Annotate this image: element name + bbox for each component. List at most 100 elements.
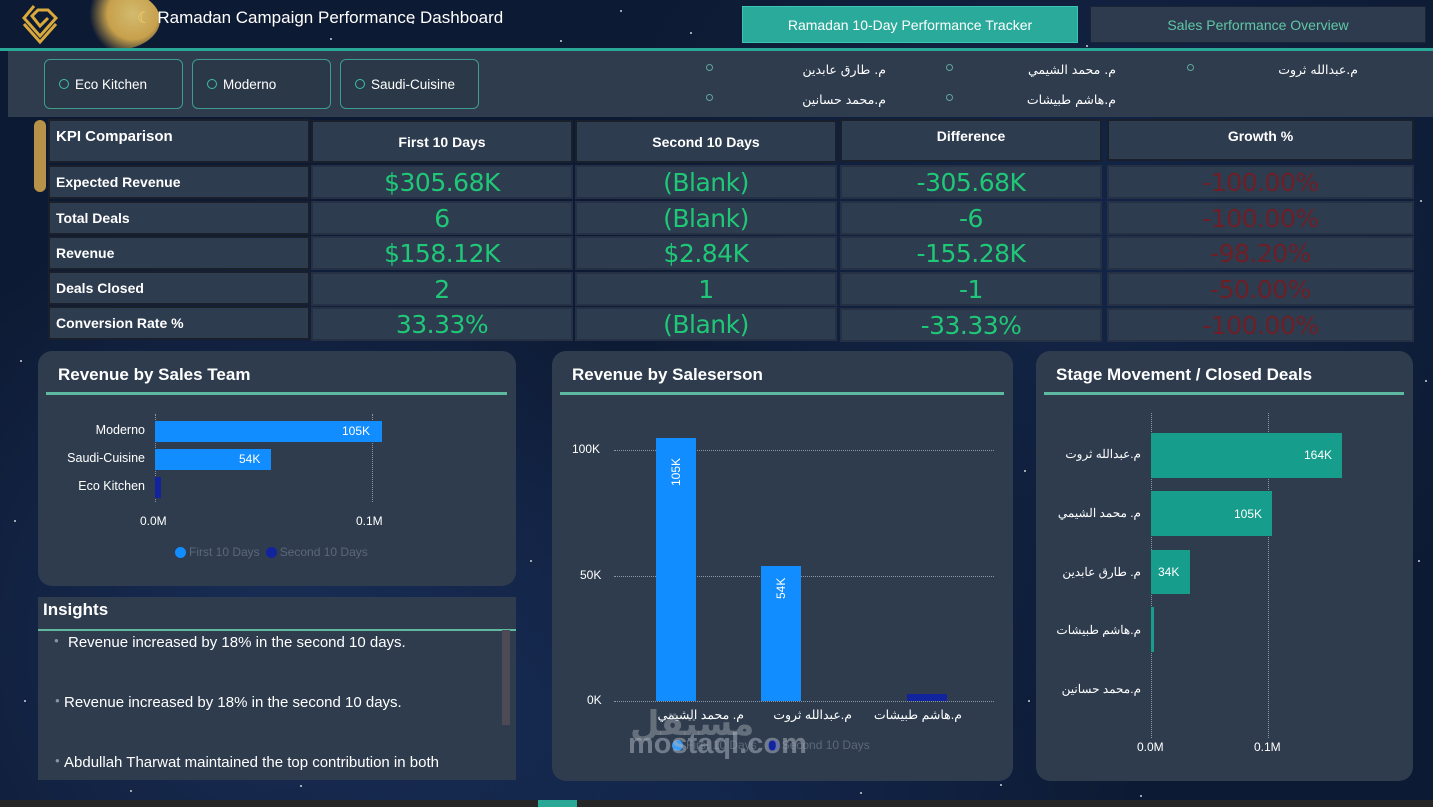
insight-item: ● Revenue increased by 18% in the second … — [54, 634, 406, 651]
active-page-tab[interactable] — [538, 800, 577, 807]
kpi-value-first: $158.12K — [311, 236, 573, 270]
gridline — [614, 701, 994, 702]
category-label: م.عبدالله ثروت — [773, 708, 852, 722]
kpi-header-growth: Growth % — [1107, 119, 1414, 161]
title-underline — [560, 392, 1004, 395]
team-filter-eco-kitchen[interactable]: Eco Kitchen — [44, 59, 183, 109]
page-title-text: Ramadan Campaign Performance Dashboard — [157, 8, 504, 27]
salesperson-radio-icon[interactable] — [946, 94, 953, 101]
bar-abdullah[interactable] — [1151, 433, 1342, 478]
x-tick: 0.0M — [1137, 740, 1164, 754]
insights-scrollbar[interactable] — [502, 630, 510, 725]
crescent-moon-icon: ☾ — [137, 10, 152, 27]
y-tick: 50K — [580, 568, 602, 582]
team-filter-label: Eco Kitchen — [75, 76, 148, 92]
data-label: 105K — [669, 457, 683, 486]
bar-moderno-first[interactable] — [155, 421, 382, 442]
salesperson-filter-mohamed-hassanein[interactable]: م.محمد حسانين — [802, 92, 886, 107]
bar-saudi-cuisine-first[interactable] — [155, 449, 271, 470]
kpi-header-difference: Difference — [840, 119, 1102, 162]
category-label: م. طارق عابدين — [1062, 565, 1141, 579]
legend-second-label[interactable]: Second 10 Days — [279, 545, 368, 559]
watermark-text: mostaql.com — [628, 728, 807, 760]
bar-elshimy-first[interactable] — [656, 438, 696, 701]
title-underline — [46, 392, 507, 395]
insight-text: Revenue increased by 18% in the second 1… — [64, 694, 402, 711]
header: ☾ Ramadan Campaign Performance Dashboard… — [0, 0, 1433, 50]
stage-movement-panel: Stage Movement / Closed Deals م.عبدالله … — [1036, 351, 1413, 781]
insights-title: Insights — [43, 600, 109, 619]
kpi-row-label: Revenue — [48, 236, 310, 270]
kpi-value-second: (Blank) — [575, 165, 837, 199]
bar-hashem[interactable] — [1151, 607, 1154, 652]
legend-first-label[interactable]: First 10 Days — [686, 738, 757, 752]
chart-legend: First 10 Days Second 10 Days — [175, 545, 368, 559]
insight-text: Revenue increased by 18% in the second 1… — [68, 634, 406, 651]
revenue-by-salesperson-panel: Revenue by Saleserson 100K 50K 0K 105K 5… — [552, 351, 1013, 781]
kpi-value-difference: -155.28K — [840, 236, 1102, 270]
salesperson-radio-icon[interactable] — [1187, 64, 1194, 71]
category-label: م.هاشم طبيشات — [873, 708, 962, 722]
salesperson-filter-abdullah[interactable]: م.عبدالله ثروت — [1278, 62, 1358, 77]
bar-elshimy[interactable] — [1151, 491, 1272, 536]
y-tick: 0K — [587, 693, 602, 707]
kpi-value-first: 2 — [311, 272, 573, 306]
header-divider — [0, 48, 1433, 51]
data-label: 34K — [1158, 565, 1180, 579]
bar-abdullah-first[interactable] — [761, 566, 801, 701]
team-filter-saudi-cuisine[interactable]: Saudi-Cuisine — [340, 59, 479, 109]
filter-bar: Eco Kitchen Moderno Saudi-Cuisine م. طار… — [8, 51, 1433, 117]
kpi-row-label: Expected Revenue — [48, 165, 310, 199]
category-label: Saudi-Cuisine — [67, 451, 145, 465]
kpi-header-first: First 10 Days — [311, 120, 573, 163]
page-tabs-bar — [0, 800, 1433, 807]
data-label: 54K — [774, 577, 788, 599]
kpi-value-second: 1 — [575, 272, 837, 306]
title-underline — [1044, 392, 1404, 395]
legend-dot-second-icon — [767, 739, 779, 751]
radio-icon — [59, 79, 69, 89]
radio-icon — [207, 79, 217, 89]
kpi-value-difference: -1 — [840, 272, 1102, 306]
kpi-value-growth: -100.00% — [1107, 308, 1414, 342]
category-label: Eco Kitchen — [78, 479, 145, 493]
tab-sales-overview[interactable]: Sales Performance Overview — [1090, 6, 1426, 43]
legend-dot-first-icon — [672, 739, 683, 751]
data-label: 54K — [239, 452, 261, 466]
kpi-row-label: Deals Closed — [48, 271, 310, 305]
kpi-row-label: Conversion Rate % — [48, 306, 310, 340]
kpi-value-difference: -305.68K — [840, 165, 1102, 199]
kpi-value-difference: -6 — [840, 201, 1102, 235]
tab-ramadan-tracker[interactable]: Ramadan 10-Day Performance Tracker — [742, 6, 1078, 43]
gold-lantern-decoration — [34, 120, 46, 192]
kpi-row-label: Total Deals — [48, 201, 310, 235]
salesperson-filter-hashem[interactable]: م.هاشم طبيشات — [1026, 92, 1116, 107]
bar-eco-kitchen-second[interactable] — [155, 477, 161, 498]
insight-item: ● Abdullah Tharwat maintained the top con… — [55, 754, 439, 771]
salesperson-filter-mohamed-elshimy[interactable]: م. محمد الشيمي — [1027, 62, 1116, 77]
page-title: ☾ Ramadan Campaign Performance Dashboard — [137, 8, 503, 28]
legend-second-label[interactable]: Second 10 Days — [781, 738, 870, 752]
kpi-value-first: 6 — [311, 201, 573, 235]
kpi-value-growth: -98.20% — [1107, 236, 1414, 270]
kpi-header-second: Second 10 Days — [575, 120, 837, 163]
category-label: Moderno — [95, 423, 145, 437]
bar-hashem-second[interactable] — [907, 694, 947, 701]
salesperson-radio-icon[interactable] — [706, 64, 713, 71]
insights-panel: Insights ● Revenue increased by 18% in th… — [38, 597, 516, 780]
panel-title: Stage Movement / Closed Deals — [1056, 365, 1313, 384]
salesperson-filter-tariq[interactable]: م. طارق عابدين — [802, 62, 886, 77]
title-underline — [38, 629, 516, 631]
category-label: م. محمد الشيمي — [1057, 506, 1141, 520]
legend-first-label[interactable]: First 10 Days — [189, 545, 260, 559]
category-label: م.محمد حسانين — [1061, 682, 1141, 696]
kpi-value-second: $2.84K — [575, 236, 837, 270]
data-label: 105K — [342, 424, 371, 438]
x-tick: 0.0M — [140, 514, 167, 528]
salesperson-radio-icon[interactable] — [946, 64, 953, 71]
legend-dot-second-icon — [265, 546, 277, 558]
team-filter-moderno[interactable]: Moderno — [192, 59, 331, 109]
gold-diamond-logo-icon — [22, 5, 59, 45]
salesperson-radio-icon[interactable] — [706, 94, 713, 101]
bar-tariq[interactable] — [1151, 550, 1190, 594]
